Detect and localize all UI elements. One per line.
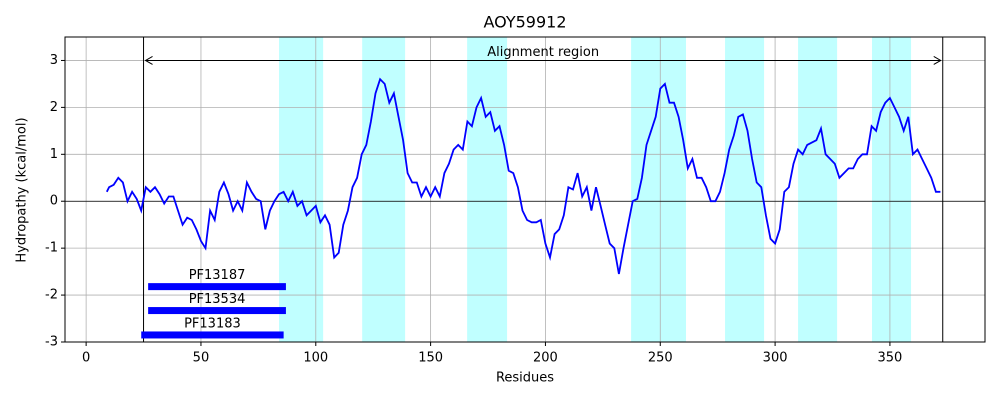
x-tick-label: 150 bbox=[418, 351, 443, 366]
arrow-head bbox=[933, 56, 942, 65]
hydropathy-line bbox=[105, 77, 941, 275]
y-tick-label: -2 bbox=[45, 288, 58, 303]
chart-title: AOY59912 bbox=[483, 13, 566, 32]
domain-label: PF13183 bbox=[184, 316, 241, 331]
x-tick-label: 200 bbox=[533, 351, 558, 366]
x-tick-label: 100 bbox=[303, 351, 328, 366]
domain-bar bbox=[141, 331, 284, 339]
domain-label: PF13534 bbox=[189, 292, 246, 307]
y-tick-label: 3 bbox=[50, 53, 58, 68]
plot-frame bbox=[64, 36, 986, 343]
domain-label: PF13187 bbox=[189, 268, 246, 283]
y-tick-label: -1 bbox=[45, 241, 58, 256]
domain-bar bbox=[148, 307, 286, 315]
x-tick-label: 0 bbox=[82, 351, 90, 366]
highlight-region bbox=[362, 37, 406, 342]
x-tick-label: 250 bbox=[648, 351, 673, 366]
x-axis-label: Residues bbox=[496, 371, 554, 386]
y-tick-label: 1 bbox=[50, 147, 58, 162]
highlight-region bbox=[872, 37, 912, 342]
x-tick-label: 50 bbox=[193, 351, 210, 366]
x-tick-label: 350 bbox=[878, 351, 903, 366]
y-axis-label: Hydropathy (kcal/mol) bbox=[15, 117, 30, 262]
y-tick-label: -3 bbox=[45, 335, 58, 350]
highlight-region bbox=[279, 37, 324, 342]
y-tick-label: 0 bbox=[50, 194, 58, 209]
arrow-head bbox=[144, 56, 153, 65]
highlight-region bbox=[467, 37, 508, 342]
x-tick-label: 300 bbox=[763, 351, 788, 366]
highlight-region bbox=[725, 37, 765, 342]
highlight-region bbox=[798, 37, 838, 342]
alignment-label: Alignment region bbox=[487, 45, 599, 60]
y-tick-label: 2 bbox=[50, 100, 58, 115]
domain-bar bbox=[148, 283, 286, 291]
